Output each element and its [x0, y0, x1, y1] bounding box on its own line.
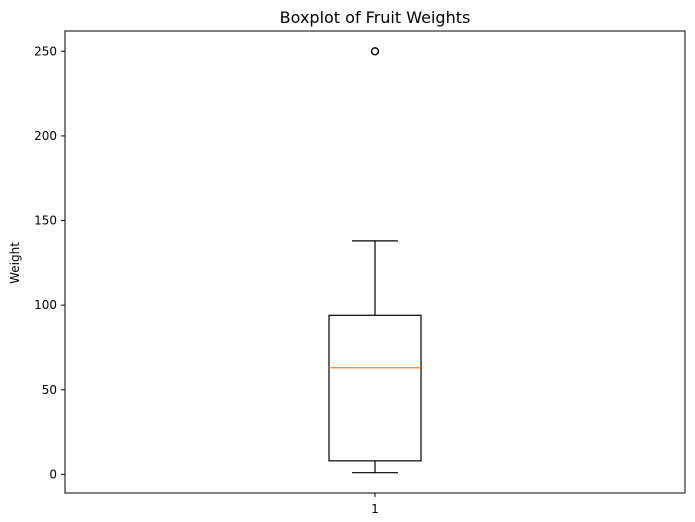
y-tick-label: 200 — [34, 129, 57, 143]
y-tick-label: 0 — [49, 467, 57, 481]
x-tick-label: 1 — [371, 502, 379, 516]
y-axis-label: Weight — [8, 242, 22, 284]
y-tick-label: 50 — [42, 383, 57, 397]
plot-frame — [64, 30, 686, 494]
outlier-point — [370, 47, 380, 56]
plot-area: 0 50 100 150 200 250 1 — [34, 44, 422, 516]
y-tick-label: 100 — [34, 298, 57, 312]
box — [328, 314, 422, 462]
y-tick-label: 250 — [34, 44, 57, 58]
y-tick-label: 150 — [34, 214, 57, 228]
chart-title: Boxplot of Fruit Weights — [280, 8, 471, 27]
